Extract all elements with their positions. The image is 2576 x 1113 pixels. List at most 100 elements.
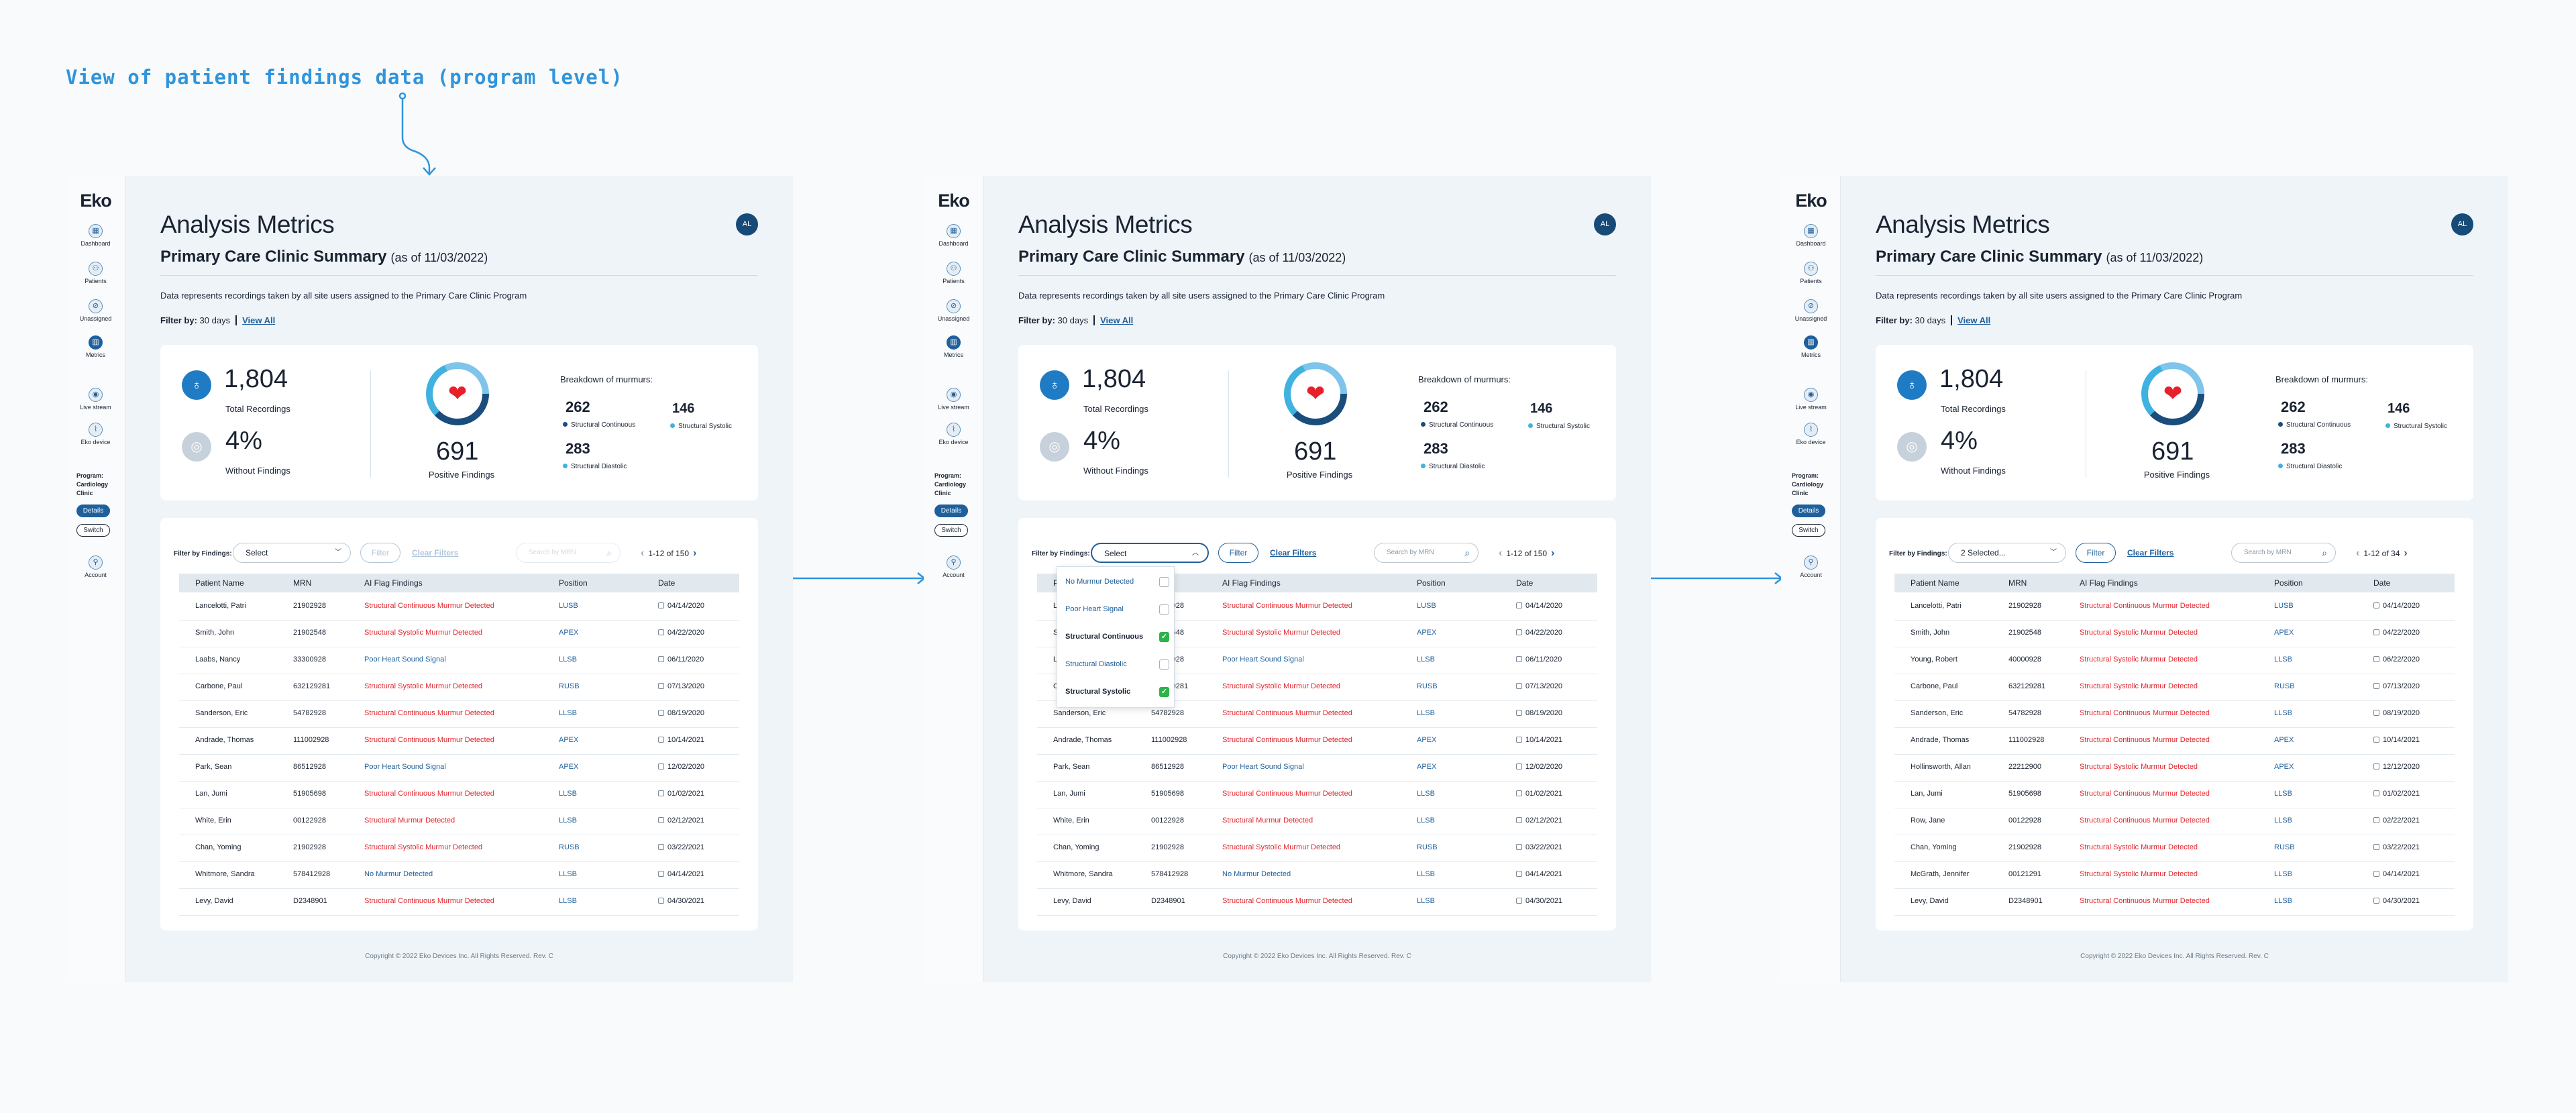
table-row[interactable]: Lan, Jumi 51905698 Structural Continuous M… <box>1037 782 1597 808</box>
table-row[interactable]: Smith, John 21902548 Structural Systolic M… <box>1894 621 2455 647</box>
table-row[interactable]: Whitmore, Sandra 578412928 No Murmur Detec… <box>179 862 739 889</box>
sidebar-item-unassigned[interactable]: ⊘ Unassigned <box>924 299 983 322</box>
checkbox[interactable]: ✓ <box>1159 632 1169 642</box>
table-row[interactable]: Chan, Yoming 21902928 Structural Systolic … <box>1037 835 1597 862</box>
sidebar-item-live-stream[interactable]: ◉ Live stream <box>66 388 125 411</box>
patient-name-cell[interactable]: Chan, Yoming <box>195 843 241 851</box>
patient-name-cell[interactable]: Chan, Yoming <box>1911 843 1957 851</box>
table-row[interactable]: White, Erin 00122928 Structural Murmur Det… <box>179 808 739 835</box>
clear-filters-link[interactable]: Clear Filters <box>2127 548 2174 558</box>
patient-name-cell[interactable]: Carbone, Paul <box>195 682 242 690</box>
sidebar-item-patients[interactable]: ⚇ Patients <box>1781 262 1841 284</box>
column-header[interactable]: AI Flag Findings <box>1222 578 1281 588</box>
patient-name-cell[interactable]: Lan, Jumi <box>195 790 227 798</box>
details-button[interactable]: Details <box>934 505 968 517</box>
column-header[interactable]: Date <box>658 578 676 588</box>
column-header[interactable]: Position <box>559 578 588 588</box>
patient-name-cell[interactable]: Sanderson, Eric <box>1053 709 1106 717</box>
table-row[interactable]: Hollinsworth, Allan 22212900 Structural Sy… <box>1894 755 2455 782</box>
patient-name-cell[interactable]: Carbone, Paul <box>1911 682 1957 690</box>
avatar[interactable]: AL <box>1594 213 1616 235</box>
search-input[interactable]: Search by MRN ⌕ <box>2231 543 2336 563</box>
patient-name-cell[interactable]: Levy, David <box>195 897 233 905</box>
patient-name-cell[interactable]: Smith, John <box>195 629 234 637</box>
sidebar-item-eko-device[interactable]: ⌇ Eko device <box>66 423 125 445</box>
column-header[interactable]: Date <box>2373 578 2391 588</box>
table-row[interactable]: Lan, Jumi 51905698 Structural Continuous M… <box>1894 782 2455 808</box>
table-row[interactable]: McGrath, Jennifer 00121291 Structural Syst… <box>1894 862 2455 889</box>
table-row[interactable]: Levy, David D2348901 Structural Continuous… <box>1037 889 1597 916</box>
patient-name-cell[interactable]: Laabs, Nancy <box>195 655 240 664</box>
patient-name-cell[interactable]: Andrade, Thomas <box>1053 736 1112 744</box>
sidebar-item-eko-device[interactable]: ⌇ Eko device <box>924 423 983 445</box>
sidebar-item-dashboard[interactable]: ▦ Dashboard <box>66 224 125 247</box>
dropdown-option[interactable]: Structural Continuous ✓ <box>1065 623 1169 650</box>
checkbox[interactable] <box>1159 659 1169 670</box>
sidebar-item-patients[interactable]: ⚇ Patients <box>66 262 125 284</box>
sidebar-item-metrics[interactable]: ▥ Metrics <box>1781 335 1841 358</box>
avatar[interactable]: AL <box>2451 213 2473 235</box>
column-header[interactable]: Position <box>1417 578 1446 588</box>
column-header[interactable]: Patient Name <box>1911 578 1960 588</box>
patient-name-cell[interactable]: Sanderson, Eric <box>1911 709 1963 717</box>
clear-filters-link[interactable]: Clear Filters <box>412 548 459 558</box>
patient-name-cell[interactable]: Lancelotti, Patri <box>1911 602 1962 610</box>
sidebar-item-dashboard[interactable]: ▦ Dashboard <box>1781 224 1841 247</box>
chevron-right-icon[interactable]: › <box>1551 547 1555 559</box>
search-icon[interactable]: ⌕ <box>1464 547 1470 558</box>
dropdown-option[interactable]: Poor Heart Signal <box>1065 596 1169 623</box>
table-row[interactable]: Park, Sean 86512928 Poor Heart Sound Signa… <box>179 755 739 782</box>
details-button[interactable]: Details <box>1792 505 1825 517</box>
sidebar-item-account[interactable]: ⚲ Account <box>924 555 983 578</box>
table-row[interactable]: Sanderson, Eric 54782928 Structural Contin… <box>1037 701 1597 728</box>
table-row[interactable]: Sanderson, Eric 54782928 Structural Contin… <box>179 701 739 728</box>
column-header[interactable]: MRN <box>2008 578 2027 588</box>
checkbox[interactable] <box>1159 604 1169 615</box>
search-icon[interactable]: ⌕ <box>2322 547 2327 558</box>
patient-name-cell[interactable]: Sanderson, Eric <box>195 709 248 717</box>
patient-name-cell[interactable]: Row, Jane <box>1911 816 1945 825</box>
filter-button[interactable]: Filter <box>1218 543 1258 563</box>
chevron-left-icon[interactable]: ‹ <box>2356 547 2360 559</box>
switch-button[interactable]: Switch <box>1792 524 1825 537</box>
sidebar-item-unassigned[interactable]: ⊘ Unassigned <box>1781 299 1841 322</box>
sidebar-item-account[interactable]: ⚲ Account <box>66 555 125 578</box>
patient-name-cell[interactable]: Levy, David <box>1911 897 1949 905</box>
table-row[interactable]: Young, Robert 40000928 Structural Systolic… <box>1894 647 2455 674</box>
findings-select[interactable]: 2 Selected... ﹀ <box>1948 543 2066 563</box>
view-all-link[interactable]: View All <box>1100 315 1134 325</box>
patient-name-cell[interactable]: Lancelotti, Patri <box>195 602 246 610</box>
table-row[interactable]: Levy, David D2348901 Structural Continuous… <box>179 889 739 916</box>
table-row[interactable]: Andrade, Thomas 111002928 Structural Conti… <box>179 728 739 755</box>
filter-button[interactable]: Filter <box>360 543 400 563</box>
table-row[interactable]: White, Erin 00122928 Structural Murmur Det… <box>1037 808 1597 835</box>
sidebar-item-metrics[interactable]: ▥ Metrics <box>66 335 125 358</box>
sidebar-item-metrics[interactable]: ▥ Metrics <box>924 335 983 358</box>
sidebar-item-eko-device[interactable]: ⌇ Eko device <box>1781 423 1841 445</box>
search-input[interactable]: Search by MRN ⌕ <box>1374 543 1479 563</box>
chevron-left-icon[interactable]: ‹ <box>641 547 645 559</box>
table-row[interactable]: Levy, David D2348901 Structural Continuous… <box>1894 889 2455 916</box>
filter-button[interactable]: Filter <box>2076 543 2116 563</box>
table-row[interactable]: Laabs, Nancy 33300928 Poor Heart Sound Sig… <box>179 647 739 674</box>
patient-name-cell[interactable]: Whitmore, Sandra <box>1053 870 1113 878</box>
table-row[interactable]: Smith, John 21902548 Structural Systolic M… <box>179 621 739 647</box>
switch-button[interactable]: Switch <box>76 524 110 537</box>
patient-name-cell[interactable]: Lan, Jumi <box>1053 790 1085 798</box>
patient-name-cell[interactable]: Levy, David <box>1053 897 1091 905</box>
dropdown-option[interactable]: No Murmur Detected <box>1065 568 1169 595</box>
patient-name-cell[interactable]: White, Erin <box>1053 816 1089 825</box>
table-row[interactable]: Chan, Yoming 21902928 Structural Systolic … <box>179 835 739 862</box>
search-input[interactable]: Search by MRN ⌕ <box>516 543 621 563</box>
switch-button[interactable]: Switch <box>934 524 968 537</box>
sidebar-item-live-stream[interactable]: ◉ Live stream <box>1781 388 1841 411</box>
patient-name-cell[interactable]: Hollinsworth, Allan <box>1911 763 1971 771</box>
details-button[interactable]: Details <box>76 505 110 517</box>
dropdown-option[interactable]: Structural Systolic ✓ <box>1065 678 1169 705</box>
table-row[interactable]: Lancelotti, Patri 21902928 Structural Cont… <box>179 594 739 621</box>
table-row[interactable]: Lan, Jumi 51905698 Structural Continuous M… <box>179 782 739 808</box>
clear-filters-link[interactable]: Clear Filters <box>1270 548 1317 558</box>
table-row[interactable]: Lancelotti, Patri 21902928 Structural Cont… <box>1894 594 2455 621</box>
table-row[interactable]: Row, Jane 00122928 Structural Continuous M… <box>1894 808 2455 835</box>
findings-select[interactable]: Select ﹀ <box>233 543 351 563</box>
